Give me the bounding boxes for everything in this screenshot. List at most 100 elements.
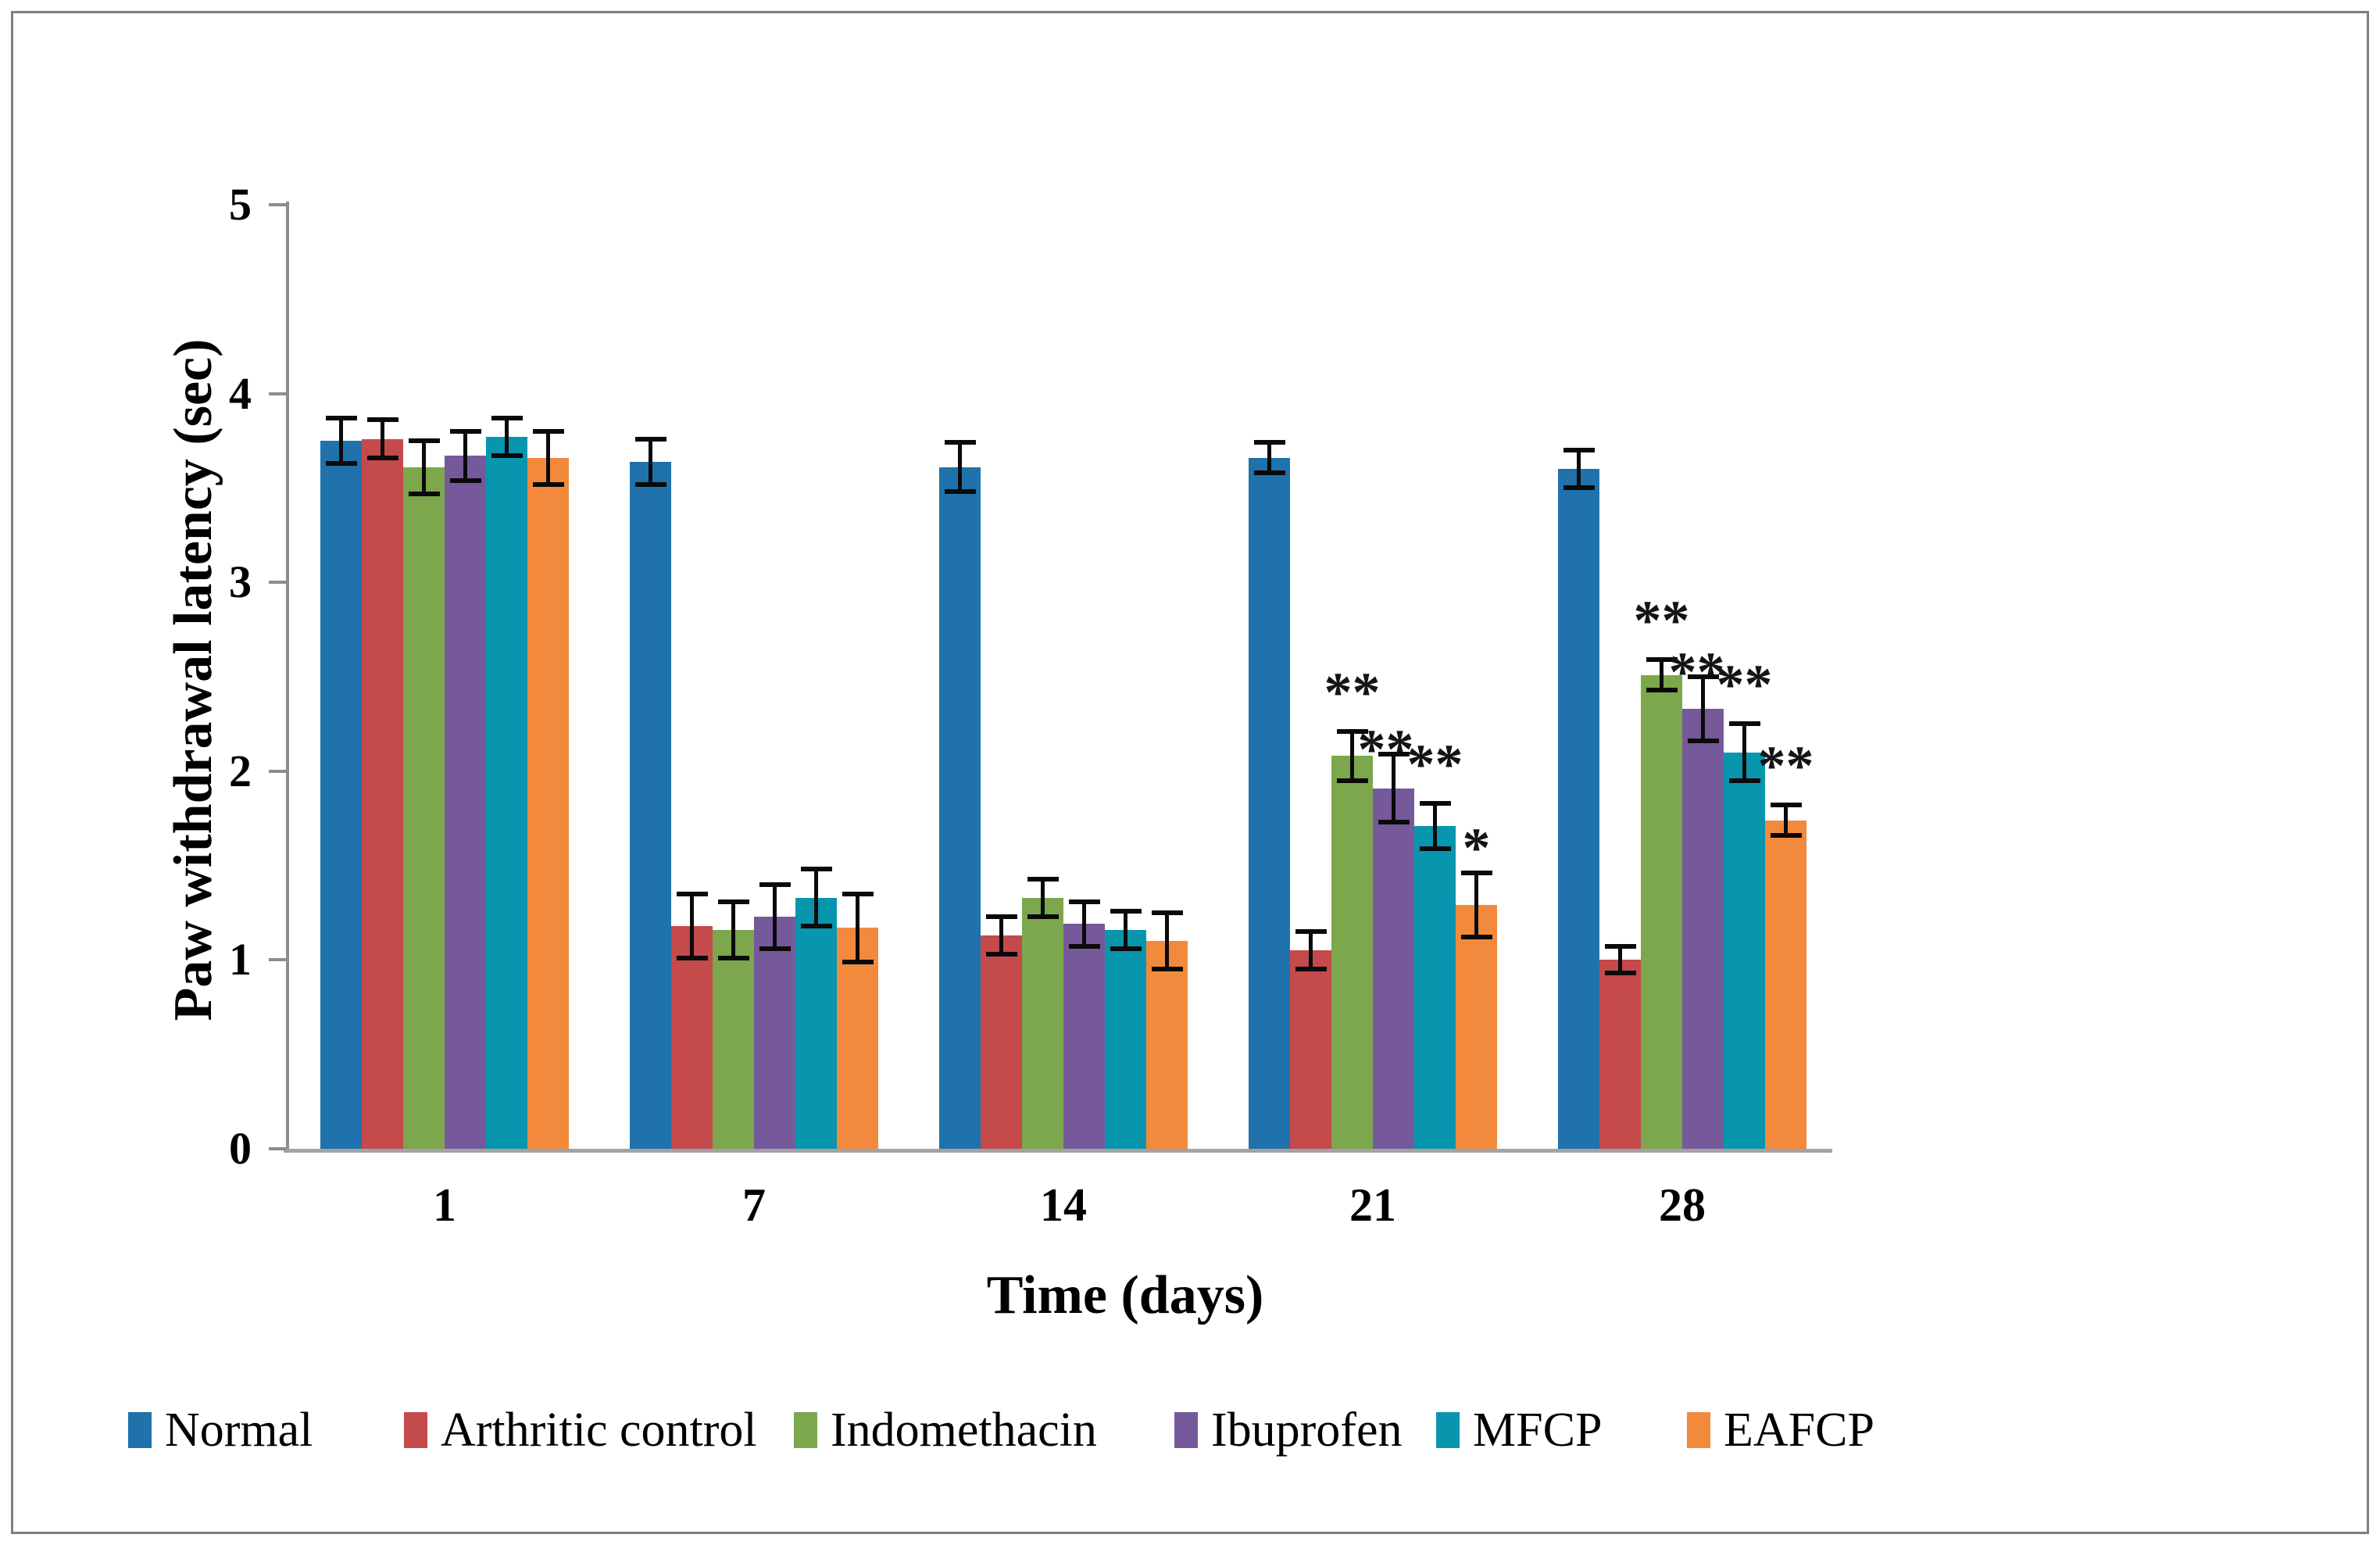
- error-bar-cap-bottom: [1770, 832, 1802, 838]
- bar: [1105, 929, 1146, 1149]
- legend-label: Ibuprofen: [1211, 1404, 1403, 1457]
- error-bar: [381, 420, 384, 458]
- legend-swatch: [128, 1412, 152, 1448]
- error-bar: [690, 893, 694, 958]
- error-bar: [731, 901, 735, 958]
- x-category-label: 1: [433, 1179, 456, 1231]
- y-tick-label: 5: [229, 179, 252, 230]
- error-bar-cap-top: [634, 436, 666, 442]
- error-bar: [814, 869, 818, 926]
- bar: [1022, 897, 1063, 1149]
- error-bar-cap-top: [1563, 448, 1595, 453]
- significance-marker: **: [1757, 735, 1814, 798]
- error-bar: [856, 893, 859, 962]
- significance-marker: **: [1357, 718, 1414, 781]
- error-bar-cap-top: [1068, 899, 1100, 904]
- y-tick-mark: [269, 581, 286, 585]
- error-bar-cap-top: [1687, 674, 1719, 679]
- legend-label: EAFCP: [1724, 1404, 1874, 1457]
- error-bar: [1124, 910, 1127, 949]
- x-axis-line: [284, 1149, 1832, 1153]
- x-category-label: 21: [1349, 1179, 1396, 1231]
- y-tick-mark: [269, 392, 286, 395]
- error-bar-cap-bottom: [676, 955, 708, 960]
- bar: [1063, 924, 1105, 1149]
- bar: [713, 929, 754, 1149]
- legend-swatch: [1174, 1412, 1198, 1448]
- legend-swatch: [404, 1412, 427, 1448]
- error-bar-cap-top: [944, 440, 976, 445]
- bar: [754, 916, 795, 1149]
- bar: [527, 457, 569, 1149]
- error-bar-cap-top: [366, 417, 398, 423]
- significance-marker: **: [1324, 661, 1381, 724]
- bar: [1249, 457, 1290, 1149]
- bar: [486, 437, 527, 1149]
- bar: [630, 461, 671, 1149]
- bar: [445, 456, 486, 1149]
- error-bar: [546, 431, 550, 485]
- error-bar-cap-bottom: [1419, 846, 1451, 851]
- error-bar-cap-bottom: [1068, 944, 1100, 950]
- error-bar-cap-top: [1728, 721, 1760, 727]
- legend-swatch: [1687, 1412, 1710, 1448]
- error-bar: [1577, 450, 1581, 488]
- error-bar: [1660, 660, 1663, 690]
- significance-marker: **: [1406, 732, 1463, 796]
- bar: [939, 467, 981, 1149]
- error-bar: [1701, 677, 1705, 742]
- legend: Normal Arthritic control Indomethacin Ibupr…: [0, 1403, 2380, 1465]
- error-bar-cap-top: [800, 867, 832, 872]
- legend-item: Ibuprofen: [1174, 1403, 1402, 1457]
- legend-item: Normal: [128, 1403, 313, 1457]
- legend-item: MFCP: [1436, 1403, 1602, 1457]
- error-bar-cap-bottom: [325, 460, 357, 466]
- bar: [1724, 752, 1765, 1149]
- bar: [1765, 820, 1806, 1149]
- error-bar: [1267, 442, 1271, 474]
- error-bar-cap-top: [449, 428, 481, 434]
- error-bar: [1742, 724, 1746, 781]
- error-bar: [1433, 803, 1437, 849]
- error-bar-cap-bottom: [842, 959, 874, 964]
- error-bar-cap-bottom: [759, 946, 791, 951]
- error-bar-cap-bottom: [1253, 470, 1285, 476]
- bar: [981, 935, 1022, 1149]
- error-bar: [649, 438, 652, 485]
- y-tick-label: 4: [229, 367, 252, 419]
- error-bar-cap-bottom: [1295, 967, 1327, 972]
- significance-marker: **: [1716, 653, 1773, 717]
- error-bar-cap-bottom: [1646, 687, 1678, 692]
- bar: [1456, 905, 1497, 1149]
- error-bar-cap-bottom: [1336, 778, 1368, 783]
- y-tick-label: 3: [229, 556, 252, 608]
- error-bar-cap-bottom: [491, 453, 523, 459]
- legend-item: EAFCP: [1687, 1403, 1874, 1457]
- error-bar: [773, 884, 777, 949]
- y-tick-mark: [269, 203, 286, 206]
- error-bar: [1350, 731, 1354, 781]
- bar: [1146, 941, 1188, 1149]
- error-bar: [463, 431, 467, 481]
- legend-label: Arthritic control: [441, 1404, 757, 1457]
- significance-marker: **: [1633, 589, 1690, 653]
- error-bar-cap-bottom: [1604, 971, 1636, 976]
- x-category-label: 14: [1040, 1179, 1087, 1231]
- error-bar-cap-top: [717, 899, 749, 904]
- error-bar: [1082, 901, 1086, 947]
- error-bar: [1309, 932, 1313, 970]
- bar: [1331, 756, 1373, 1149]
- error-bar: [505, 418, 509, 456]
- y-axis-title: Paw withdrawal latency (sec): [163, 338, 223, 1021]
- error-bar: [1041, 878, 1045, 917]
- error-bar-cap-top: [532, 428, 564, 434]
- error-bar-cap-bottom: [449, 477, 481, 483]
- figure-border: [11, 11, 2369, 1534]
- error-bar-cap-bottom: [1378, 820, 1410, 825]
- bar: [1290, 950, 1331, 1149]
- error-bar-cap-top: [676, 891, 708, 896]
- legend-item: Arthritic control: [404, 1403, 757, 1457]
- error-bar-cap-bottom: [532, 481, 564, 487]
- error-bar-cap-top: [1151, 910, 1183, 915]
